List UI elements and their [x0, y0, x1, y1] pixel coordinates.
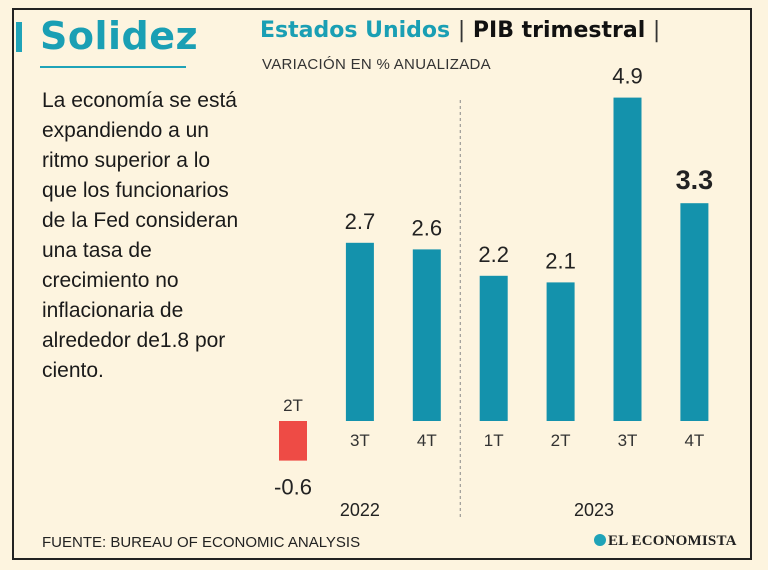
brand-name: EL ECONOMISTA: [608, 533, 737, 549]
chart-title-separator: |: [457, 18, 466, 43]
bar-3: [412, 249, 441, 421]
value-label-5: 2.1: [545, 248, 576, 273]
category-label-1: 2T: [283, 396, 303, 415]
chart-subtitle: VARIACIÓN EN % ANUALIZADA: [262, 56, 491, 73]
bar-5: [546, 282, 575, 421]
value-label-6: 4.9: [612, 64, 643, 89]
value-label-4: 2.2: [478, 242, 509, 267]
chart-title-country: Estados Unidos: [260, 18, 451, 43]
bar-4: [479, 275, 508, 421]
category-label-5: 2T: [551, 431, 571, 450]
value-label-7: 3.3: [676, 165, 714, 195]
title-accent-bar: [16, 22, 22, 52]
bar-7: [680, 203, 709, 421]
category-label-2: 3T: [350, 431, 370, 450]
chart-title-separator-end: |: [652, 18, 661, 43]
category-label-7: 4T: [684, 431, 704, 450]
panel-description: La economía se está expandiendo a un rit…: [42, 89, 239, 382]
category-label-6: 3T: [618, 431, 638, 450]
bar-6: [613, 97, 642, 421]
infographic-frame: [12, 8, 752, 560]
value-label-3: 2.6: [412, 215, 443, 240]
brand-logo: EL ECONOMISTA: [594, 533, 737, 550]
year-label-2022: 2022: [340, 500, 380, 520]
title-underline: [40, 66, 186, 68]
year-label-2023: 2023: [574, 500, 614, 520]
chart-title: Estados Unidos | PIB trimestral |: [260, 18, 660, 43]
chart-title-metric: PIB trimestral: [472, 18, 646, 43]
category-label-4: 1T: [484, 431, 504, 450]
panel-title: Solidez: [40, 14, 199, 58]
bar-2: [345, 242, 374, 421]
value-label-1: -0.6: [274, 475, 312, 500]
bar-1: [279, 421, 307, 461]
category-label-3: 4T: [417, 431, 437, 450]
value-label-2: 2.7: [345, 209, 376, 234]
source-note: FUENTE: BUREAU OF ECONOMIC ANALYSIS: [42, 534, 361, 551]
brand-icon: [594, 534, 606, 546]
